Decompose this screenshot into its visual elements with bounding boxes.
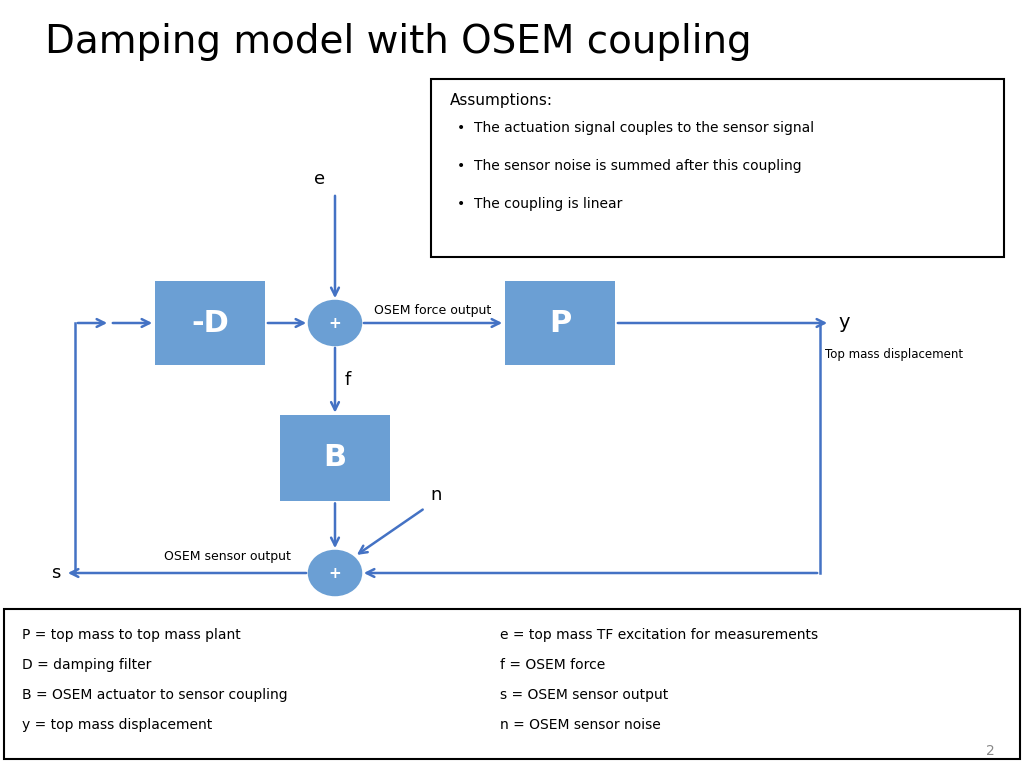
FancyBboxPatch shape (505, 280, 615, 366)
FancyBboxPatch shape (431, 79, 1004, 257)
Text: y: y (838, 313, 850, 333)
FancyBboxPatch shape (155, 280, 265, 366)
FancyBboxPatch shape (280, 415, 390, 501)
Text: P: P (549, 309, 571, 337)
Text: n: n (430, 486, 441, 504)
Text: n = OSEM sensor noise: n = OSEM sensor noise (500, 718, 660, 732)
Text: OSEM force output: OSEM force output (375, 304, 492, 317)
Text: Top mass displacement: Top mass displacement (825, 348, 964, 361)
Ellipse shape (309, 551, 361, 595)
Text: s = OSEM sensor output: s = OSEM sensor output (500, 688, 669, 702)
Text: y = top mass displacement: y = top mass displacement (22, 718, 212, 732)
Text: B: B (324, 443, 346, 472)
Text: Assumptions:: Assumptions: (450, 93, 553, 108)
Text: D = damping filter: D = damping filter (22, 658, 152, 672)
Ellipse shape (309, 301, 361, 345)
Text: B = OSEM actuator to sensor coupling: B = OSEM actuator to sensor coupling (22, 688, 288, 702)
Text: P = top mass to top mass plant: P = top mass to top mass plant (22, 628, 241, 642)
Text: +: + (329, 565, 341, 581)
Text: 2: 2 (986, 744, 995, 758)
Text: e: e (314, 170, 325, 188)
Text: -D: -D (191, 309, 229, 337)
Text: f: f (345, 371, 351, 389)
FancyBboxPatch shape (4, 609, 1020, 759)
Text: OSEM sensor output: OSEM sensor output (164, 550, 291, 563)
Text: Damping model with OSEM coupling: Damping model with OSEM coupling (45, 23, 752, 61)
Text: e = top mass TF excitation for measurements: e = top mass TF excitation for measureme… (500, 628, 818, 642)
Text: •  The coupling is linear: • The coupling is linear (457, 197, 623, 211)
Text: s: s (50, 564, 60, 582)
Text: •  The actuation signal couples to the sensor signal: • The actuation signal couples to the se… (457, 121, 814, 135)
Text: f = OSEM force: f = OSEM force (500, 658, 605, 672)
Text: •  The sensor noise is summed after this coupling: • The sensor noise is summed after this … (457, 159, 802, 173)
Text: +: + (329, 316, 341, 330)
